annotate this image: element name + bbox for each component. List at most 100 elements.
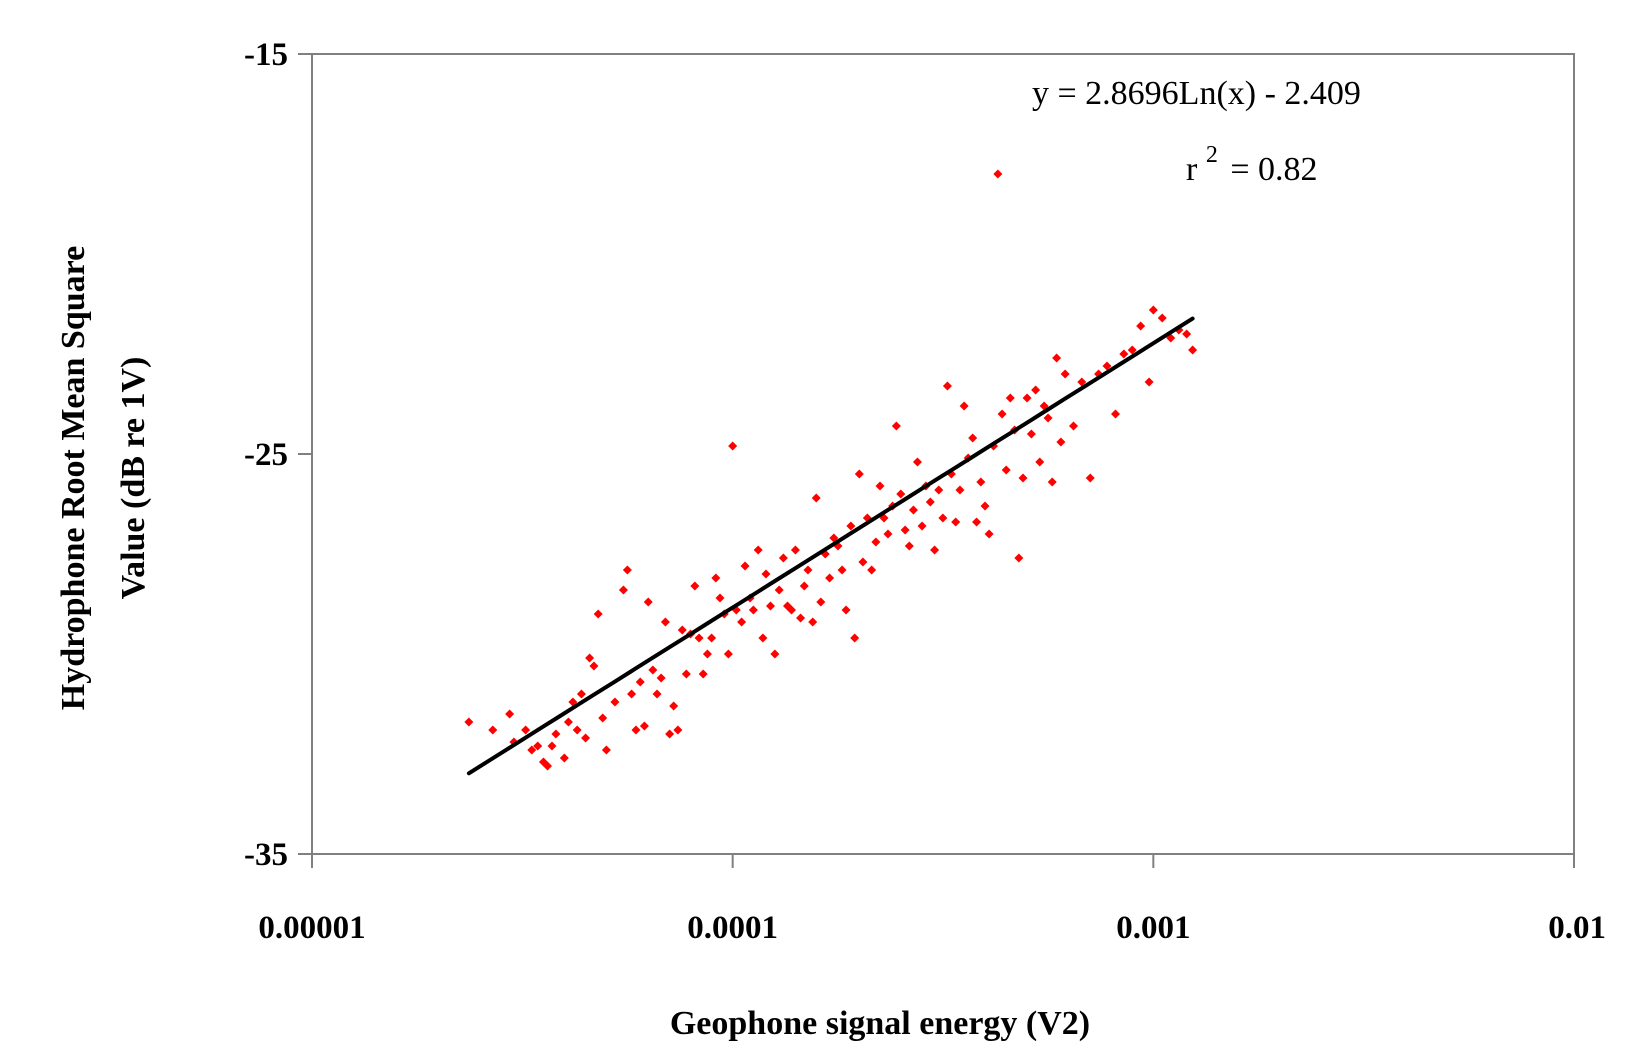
data-point	[669, 701, 679, 711]
data-point	[1136, 321, 1146, 331]
data-point	[543, 761, 553, 771]
data-point	[690, 581, 700, 591]
data-point	[1047, 477, 1057, 487]
data-point	[656, 673, 666, 683]
data-point	[748, 605, 758, 615]
data-point	[1111, 409, 1121, 419]
data-point	[728, 441, 738, 451]
data-point	[1035, 457, 1045, 467]
data-point	[959, 401, 969, 411]
data-point	[790, 545, 800, 555]
data-point	[1052, 353, 1062, 363]
data-point	[711, 573, 721, 583]
data-point	[867, 565, 877, 575]
data-point	[1031, 385, 1041, 395]
data-point	[1069, 421, 1079, 431]
x-tick-label: 0.001	[1116, 910, 1190, 946]
data-point	[984, 529, 994, 539]
data-point	[601, 745, 611, 755]
data-point	[521, 725, 531, 735]
data-point	[900, 525, 910, 535]
data-point	[1085, 473, 1095, 483]
data-point	[816, 597, 826, 607]
data-point	[778, 553, 788, 563]
data-point	[758, 633, 768, 643]
data-point	[631, 725, 641, 735]
data-point	[997, 409, 1007, 419]
data-point	[951, 517, 961, 527]
data-point	[850, 633, 860, 643]
data-point	[1026, 429, 1036, 439]
data-point	[1119, 349, 1129, 359]
data-point	[1144, 377, 1154, 387]
data-point	[589, 661, 599, 671]
data-point	[1077, 377, 1087, 387]
x-tick-label: 0.01	[1548, 910, 1606, 946]
r-squared-prefix: r	[1186, 151, 1198, 188]
data-point	[875, 481, 885, 491]
data-point	[707, 633, 717, 643]
data-point	[891, 421, 901, 431]
data-point	[917, 521, 927, 531]
data-point	[635, 677, 645, 687]
data-point	[1157, 313, 1167, 323]
x-axis-title: Geophone signal energy (V2)	[670, 1005, 1090, 1042]
data-point	[1043, 413, 1053, 423]
data-point	[1182, 329, 1192, 339]
data-point	[702, 649, 712, 659]
data-point	[1127, 345, 1137, 355]
data-point	[799, 581, 809, 591]
data-point	[665, 729, 675, 739]
data-point	[808, 617, 818, 627]
y-tick-label: -35	[244, 837, 288, 873]
data-point	[993, 169, 1003, 179]
data-point	[622, 565, 632, 575]
data-point	[787, 605, 797, 615]
data-point	[858, 557, 868, 567]
data-point	[547, 741, 557, 751]
plot-area	[311, 53, 1575, 855]
data-point	[559, 753, 569, 763]
data-point	[774, 585, 784, 595]
x-tick-label: 0.00001	[258, 910, 365, 946]
y-tick-label: -25	[244, 437, 288, 473]
y-axis-ticks: -15 -25 -35	[244, 37, 312, 873]
data-point	[1018, 473, 1028, 483]
data-point	[648, 665, 658, 675]
data-point	[896, 489, 906, 499]
data-point	[938, 513, 948, 523]
data-point	[1148, 305, 1158, 315]
data-point	[1001, 465, 1011, 475]
data-point	[908, 505, 918, 515]
data-point	[930, 545, 940, 555]
data-point	[1102, 361, 1112, 371]
data-point	[652, 689, 662, 699]
data-point	[942, 381, 952, 391]
data-point	[968, 433, 978, 443]
y-tick-label: -15	[244, 37, 288, 73]
data-point	[639, 721, 649, 731]
data-point	[770, 649, 780, 659]
data-point	[1014, 553, 1024, 563]
data-point	[618, 585, 628, 595]
data-point	[796, 613, 806, 623]
data-point	[488, 725, 498, 735]
y-axis-title-line-1: Hydrophone Root Mean Square	[55, 246, 92, 710]
data-point	[585, 653, 595, 663]
data-point	[533, 741, 543, 751]
data-point	[934, 485, 944, 495]
data-point	[1060, 369, 1070, 379]
data-point	[1022, 393, 1032, 403]
data-point	[505, 709, 515, 719]
data-point	[660, 617, 670, 627]
trendline	[466, 316, 1195, 776]
data-point	[1005, 393, 1015, 403]
data-point	[673, 725, 683, 735]
data-point	[598, 713, 608, 723]
data-point	[841, 605, 851, 615]
data-point	[593, 609, 603, 619]
data-point	[737, 617, 747, 627]
r-squared-value: = 0.82	[1230, 151, 1317, 188]
data-point	[464, 717, 474, 727]
data-point	[643, 597, 653, 607]
